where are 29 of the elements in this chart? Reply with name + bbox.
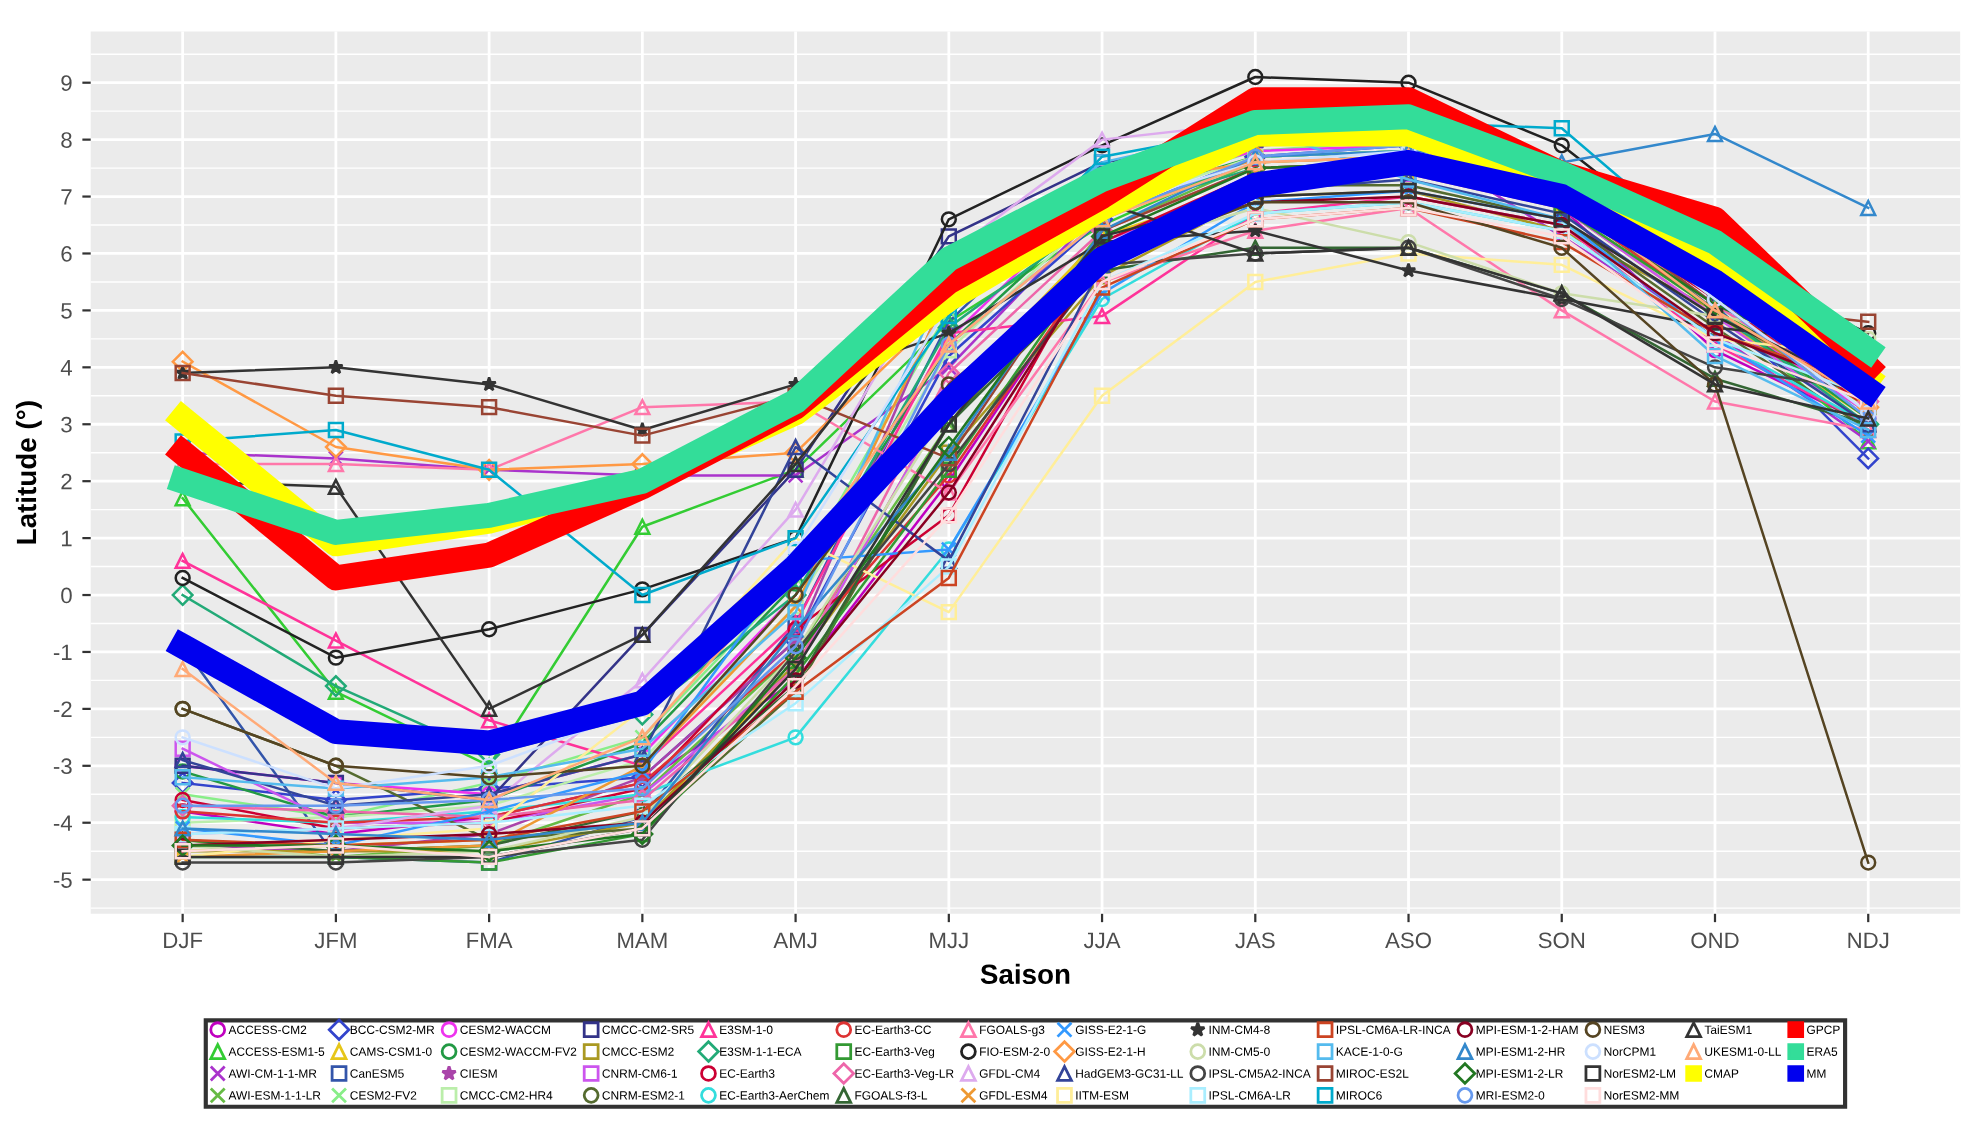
y-tick-label: 3	[61, 416, 72, 433]
y-tick-label: 1	[61, 530, 72, 547]
x-axis-title: Saison	[980, 963, 1070, 985]
y-tick-label: 9	[61, 75, 72, 91]
y-tick-label: -5	[53, 872, 72, 888]
y-tick-label: 7	[61, 189, 72, 205]
y-tick-label: 2	[61, 473, 72, 490]
y-tick-label: -2	[53, 701, 72, 717]
y-tick-label: -1	[53, 644, 72, 661]
x-tick-label: NDJ	[1848, 932, 1889, 949]
x-tick-label: JAS	[1235, 932, 1275, 949]
y-tick-label: 5	[61, 303, 72, 319]
x-tick-label: SON	[1538, 932, 1585, 949]
x-tick-label: MJJ	[930, 932, 968, 949]
x-tick-label: AMJ	[773, 932, 817, 949]
x-tick-label: ASO	[1385, 932, 1431, 949]
y-tick-label: 0	[61, 587, 72, 604]
x-tick-label: FMA	[467, 932, 513, 948]
x-tick-label: JFM	[314, 932, 356, 949]
x-tick-label: OND	[1691, 932, 1739, 949]
y-axis-title: Latitude (°)	[15, 401, 42, 544]
y-tick-label: 4	[60, 360, 73, 376]
x-tick-label: DJF	[164, 932, 203, 949]
x-tick-label: JJA	[1083, 932, 1121, 949]
y-tick-label: -4	[53, 815, 73, 831]
x-tick-label: MAM	[618, 932, 667, 948]
y-tick-label: 8	[61, 132, 72, 148]
y-tick-label: -3	[53, 758, 72, 775]
y-tick-label: 6	[61, 246, 72, 262]
